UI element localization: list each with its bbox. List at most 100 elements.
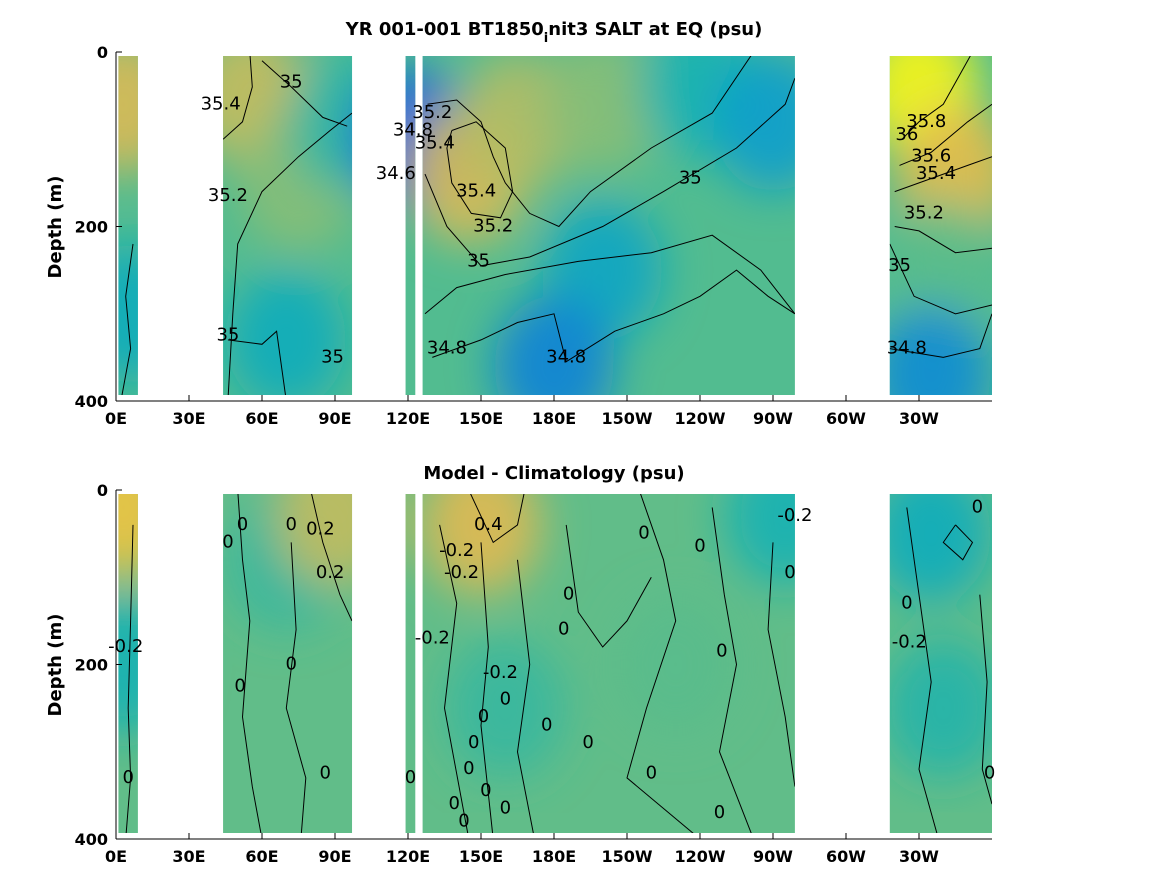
- contour-line: [427, 56, 754, 228]
- field-sample: [118, 494, 184, 578]
- contour-line: [310, 494, 353, 622]
- contour-label: -0.2: [892, 632, 927, 653]
- salinity-field: [118, 56, 992, 395]
- title-part-1: YR 001-001 BT1850: [345, 19, 544, 40]
- contour-label: 0: [285, 514, 296, 535]
- salinity-axes: 0E 30E 60E 90E 120E 150E 180E 150W 120W 90W 60W 30W…: [75, 43, 992, 428]
- contour-label: 0: [563, 584, 574, 605]
- contour-line: [516, 559, 535, 833]
- contour-label: 0: [234, 675, 245, 696]
- x-tick-label: 120W: [674, 409, 725, 428]
- contour-line: [767, 542, 796, 787]
- difference-panel: Model - Climatology (psu) Depth (m) -0.2…: [45, 463, 995, 866]
- contour-label: 35: [321, 346, 344, 367]
- x-tick-label: 60E: [245, 409, 278, 428]
- contour-label: 0: [694, 536, 705, 557]
- contour-line: [626, 494, 701, 833]
- field-sample: [883, 200, 992, 341]
- x-tick-label: 30W: [899, 409, 939, 428]
- x-tick-label: 0E: [105, 409, 127, 428]
- salinity-panel: YR 001-001 BT1850init3 SALT at EQ (psu) …: [45, 19, 992, 428]
- x-tick-label: 90E: [318, 409, 351, 428]
- contour-label: 35.4: [201, 93, 241, 114]
- contour-label: 0: [222, 531, 233, 552]
- contour-label: 0: [901, 592, 912, 613]
- contour-label: 0: [582, 732, 593, 753]
- x-tick-label: 150E: [459, 847, 503, 866]
- contour-line: [480, 542, 494, 833]
- x-tick-label: 150E: [459, 409, 503, 428]
- contour-label: 35: [280, 72, 303, 93]
- field-clipped: [118, 56, 992, 395]
- contour-label: 0: [458, 811, 469, 832]
- field-sample: [883, 638, 992, 779]
- contour-label: 0: [320, 763, 331, 784]
- contour-label: 0: [784, 562, 795, 583]
- title-part-3: nit3 SALT at EQ (psu): [548, 19, 762, 40]
- contour-label: 35.4: [415, 133, 455, 154]
- contour-label: 34.6: [376, 163, 416, 184]
- contour-line: [432, 269, 796, 363]
- y-tick-label: 0: [97, 43, 108, 62]
- salinity-panel-title: YR 001-001 BT1850init3 SALT at EQ (psu): [345, 19, 763, 46]
- x-tick-label: 0E: [105, 847, 127, 866]
- contour-line: [889, 243, 992, 315]
- contour-label: 34.8: [887, 338, 927, 359]
- contour-label: 35.2: [208, 185, 248, 206]
- x-tick-label: 90W: [753, 847, 793, 866]
- contour-line: [711, 507, 754, 833]
- contour-label: 35.2: [904, 202, 944, 223]
- contour-label: -0.2: [444, 562, 479, 583]
- contour-label: -0.2: [439, 540, 474, 561]
- contour-label: 35.6: [911, 146, 951, 167]
- x-tick-label: 120W: [674, 847, 725, 866]
- contour-label: 36: [895, 124, 918, 145]
- difference-axes: 0E 30E 60E 90E 120E 150E 180E 150W 120W 90W 60W 30W…: [75, 481, 992, 866]
- field-sample: [615, 594, 736, 735]
- contour-label: -0.2: [108, 636, 143, 657]
- contour-label: -0.2: [777, 505, 812, 526]
- field-sample: [871, 494, 992, 604]
- contour-label: 0: [285, 654, 296, 675]
- contour-line: [227, 112, 353, 395]
- contour-label: 0: [237, 514, 248, 535]
- x-tick-label: 150W: [601, 409, 652, 428]
- y-tick-label: 0: [97, 481, 108, 500]
- contour-label: 34.8: [393, 120, 433, 141]
- title-part-2: i: [544, 31, 548, 46]
- x-tick-label: 60W: [826, 847, 866, 866]
- contour-label: 0: [122, 767, 133, 788]
- contour-label: 35.8: [906, 111, 946, 132]
- y-tick-label: 400: [75, 392, 108, 411]
- contour-label: 0.2: [306, 518, 335, 539]
- contour-line: [227, 330, 287, 395]
- y-tick-label: 200: [75, 218, 108, 237]
- x-tick-label: 90W: [753, 409, 793, 428]
- x-tick-label: 120E: [386, 847, 430, 866]
- contour-label: 0.2: [316, 562, 345, 583]
- contour-label: 0: [500, 688, 511, 709]
- contour-label: 0: [541, 715, 552, 736]
- salinity-panel-ylabel: Depth (m): [45, 176, 66, 279]
- contour-label: 35: [888, 255, 911, 276]
- contour-label: 0: [463, 758, 474, 779]
- contour-label: 0: [716, 640, 727, 661]
- y-tick-label: 400: [75, 830, 108, 849]
- contour-label: 35: [679, 168, 702, 189]
- x-tick-label: 150W: [601, 847, 652, 866]
- contour-label: 0: [449, 793, 460, 814]
- contour-line: [979, 594, 992, 805]
- contour-label: 0: [478, 706, 489, 727]
- x-tick-label: 30E: [172, 847, 205, 866]
- contour-label: 0: [972, 496, 983, 517]
- x-tick-label: 60E: [245, 847, 278, 866]
- field-clipped: [118, 494, 992, 833]
- contour-label: 34.8: [427, 338, 467, 359]
- field-sample: [542, 56, 663, 175]
- contour-line: [222, 56, 253, 140]
- x-tick-label: 180E: [532, 409, 576, 428]
- contour-label: 35.2: [473, 216, 513, 237]
- contour-label: 35: [467, 250, 490, 271]
